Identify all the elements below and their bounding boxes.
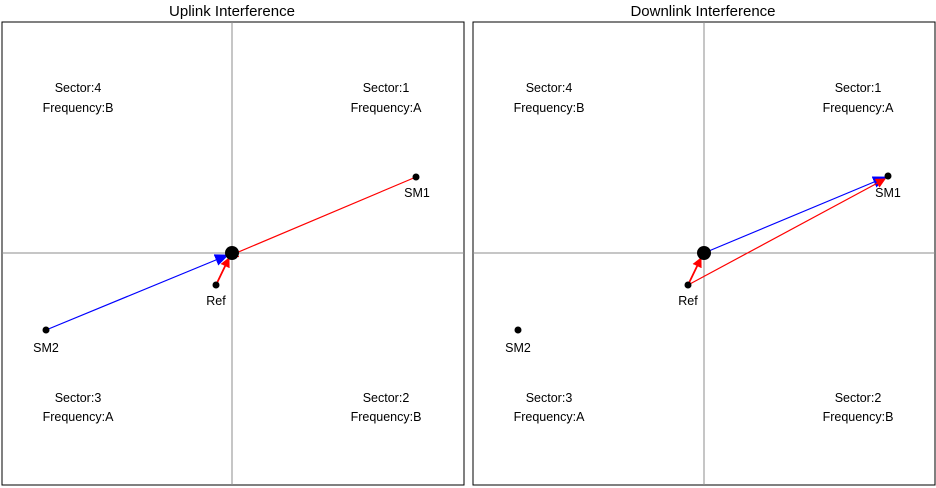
uplink-sector1-label: Sector:1 (363, 81, 410, 95)
downlink-sector1-frequency: Frequency:A (823, 101, 895, 115)
uplink-sm2-to-base-signal-arrow (45, 254, 229, 331)
uplink-sector3-label: Sector:3 (55, 391, 102, 405)
downlink-base-to-sm1-signal-arrow (703, 176, 887, 254)
uplink-panel: Sector:4 Frequency:B Sector:1 Frequency:… (1, 21, 465, 486)
downlink-ref-to-sm1-interference-arrow (687, 178, 886, 286)
downlink-sector3-frequency: Frequency:A (514, 410, 586, 424)
downlink-sector4-frequency: Frequency:B (514, 101, 585, 115)
uplink-sm1-node (412, 173, 420, 181)
uplink-title: Uplink Interference (169, 3, 295, 20)
uplink-sm2-label: SM2 (33, 341, 59, 355)
downlink-sm2-label: SM2 (505, 341, 531, 355)
downlink-sector1-label: Sector:1 (835, 81, 882, 95)
downlink-sector2-label: Sector:2 (835, 391, 882, 405)
downlink-ref-to-base-arrow (687, 257, 702, 286)
uplink-sm1-to-base-interference-arrow (228, 176, 417, 258)
uplink-ref-label: Ref (206, 294, 226, 308)
uplink-base-station (225, 246, 239, 260)
downlink-sector4-label: Sector:4 (526, 81, 573, 95)
uplink-ref-node (212, 281, 220, 289)
downlink-title: Downlink Interference (630, 3, 776, 20)
uplink-sector2-frequency: Frequency:B (351, 410, 422, 424)
downlink-base-station (697, 246, 711, 260)
downlink-sector3-label: Sector:3 (526, 391, 573, 405)
downlink-sector2-frequency: Frequency:B (823, 410, 894, 424)
downlink-ref-label: Ref (678, 294, 698, 308)
uplink-sm2-node (42, 326, 50, 334)
downlink-sm1-node (884, 172, 892, 180)
uplink-sm1-label: SM1 (404, 186, 430, 200)
downlink-ref-node (684, 281, 692, 289)
downlink-sm1-label: SM1 (875, 186, 901, 200)
uplink-ref-to-base-arrow (215, 257, 230, 286)
uplink-sector4-frequency: Frequency:B (43, 101, 114, 115)
downlink-sm2-node (514, 326, 522, 334)
uplink-sector1-frequency: Frequency:A (351, 101, 423, 115)
uplink-sector3-frequency: Frequency:A (43, 410, 115, 424)
downlink-panel: Sector:4 Frequency:B Sector:1 Frequency:… (472, 21, 936, 486)
uplink-sector4-label: Sector:4 (55, 81, 102, 95)
uplink-sector2-label: Sector:2 (363, 391, 410, 405)
